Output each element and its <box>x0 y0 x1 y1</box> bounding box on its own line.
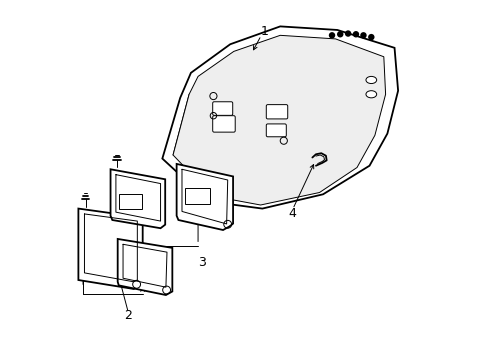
Polygon shape <box>162 26 397 208</box>
Text: 1: 1 <box>260 25 267 38</box>
Bar <box>119 194 142 208</box>
Text: 4: 4 <box>288 207 296 220</box>
Circle shape <box>352 31 358 37</box>
Circle shape <box>328 32 335 39</box>
FancyBboxPatch shape <box>266 124 285 137</box>
Circle shape <box>344 30 350 37</box>
Text: 3: 3 <box>197 256 205 269</box>
Polygon shape <box>173 35 385 205</box>
Ellipse shape <box>365 91 376 98</box>
Bar <box>184 188 209 204</box>
Ellipse shape <box>365 76 376 84</box>
FancyBboxPatch shape <box>212 116 235 132</box>
Polygon shape <box>110 169 165 228</box>
FancyBboxPatch shape <box>266 105 287 119</box>
Polygon shape <box>118 239 172 295</box>
Circle shape <box>367 34 374 40</box>
Polygon shape <box>78 208 142 289</box>
Polygon shape <box>176 164 233 230</box>
Circle shape <box>336 31 343 37</box>
Circle shape <box>360 32 366 39</box>
Text: 2: 2 <box>124 309 132 322</box>
FancyBboxPatch shape <box>212 102 232 115</box>
